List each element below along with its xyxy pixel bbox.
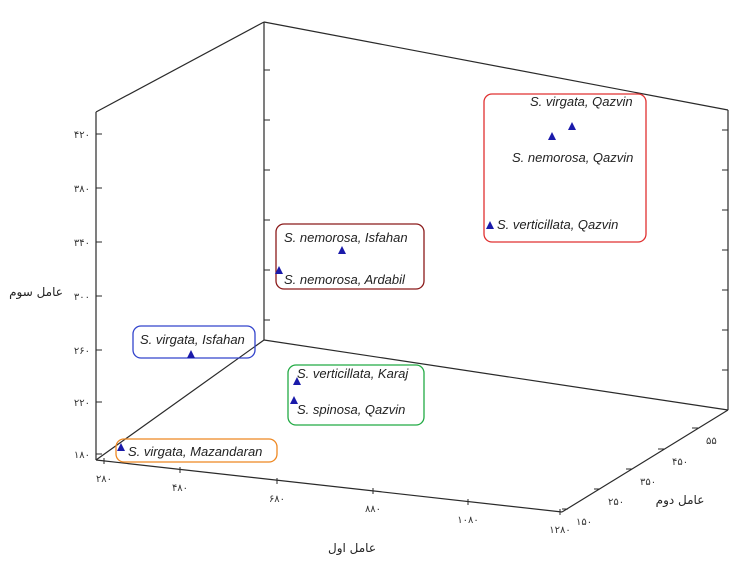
data-point-marker	[338, 246, 346, 254]
y-axis-label: عامل دوم	[656, 493, 705, 508]
z-tick-label: ۳۴۰	[74, 238, 90, 249]
axis-tick-labels: ۲۸۰ ۴۸۰ ۶۸۰ ۸۸۰ ۱۰۸۰ ۱۲۸۰ ۱۵۰ ۲۵۰ ۳۵۰ ۴۵۰ ۵۵ ۱۸۰ ۲۲۰…	[74, 130, 717, 536]
data-point-label: S. nemorosa, Ardabil	[284, 272, 406, 287]
data-point-label: S. nemorosa, Qazvin	[512, 150, 633, 165]
cluster-box	[483, 93, 647, 243]
z-tick-label: ۳۰۰	[74, 292, 90, 303]
data-points	[117, 122, 576, 451]
cluster-box	[115, 438, 278, 463]
data-point-marker	[275, 266, 283, 274]
data-point-marker	[117, 443, 125, 451]
data-point-label: S. virgata, Isfahan	[140, 332, 245, 347]
y-tick-label: ۵۵	[706, 436, 717, 447]
x-tick-label: ۴۸۰	[172, 483, 188, 494]
y-tick-label: ۲۵۰	[608, 497, 624, 508]
x-tick-label: ۶۸۰	[269, 494, 285, 505]
data-point-marker	[486, 221, 494, 229]
x-axis-label: عامل اول	[328, 541, 376, 556]
z-tick-label: ۱۸۰	[74, 450, 90, 461]
axis-box	[95, 21, 729, 513]
z-tick-label: ۴۲۰	[74, 130, 90, 141]
axis-ticks	[96, 69, 728, 515]
data-point-label: S. virgata, Mazandaran	[128, 444, 262, 459]
data-point-marker	[548, 132, 556, 140]
data-point-label: S. verticillata, Karaj	[297, 366, 409, 381]
cluster-box	[275, 223, 425, 290]
x-tick-label: ۱۲۸۰	[549, 525, 570, 536]
y-tick-label: ۴۵۰	[672, 457, 688, 468]
z-tick-label: ۲۲۰	[74, 398, 90, 409]
data-point-marker	[187, 350, 195, 358]
x-tick-label: ۲۸۰	[96, 474, 112, 485]
data-point-marker	[293, 377, 301, 385]
data-point-labels: S. virgata, Qazvin S. nemorosa, Qazvin S. …	[128, 94, 633, 459]
data-point-marker	[290, 396, 298, 404]
x-tick-label: ۱۰۸۰	[457, 515, 478, 526]
y-tick-label: ۳۵۰	[640, 477, 656, 488]
z-axis-label: عامل سوم	[9, 285, 63, 300]
data-point-label: S. virgata, Qazvin	[530, 94, 633, 109]
cluster-box	[287, 364, 425, 426]
y-tick-label: ۱۵۰	[576, 517, 592, 528]
data-point-marker	[568, 122, 576, 130]
x-tick-label: ۸۸۰	[365, 504, 381, 515]
cluster-boxes	[115, 93, 647, 463]
data-point-label: S. spinosa, Qazvin	[297, 402, 405, 417]
z-tick-label: ۳۸۰	[74, 184, 90, 195]
data-point-label: S. verticillata, Qazvin	[497, 217, 618, 232]
data-point-label: S. nemorosa, Isfahan	[284, 230, 408, 245]
z-tick-label: ۲۶۰	[74, 346, 90, 357]
